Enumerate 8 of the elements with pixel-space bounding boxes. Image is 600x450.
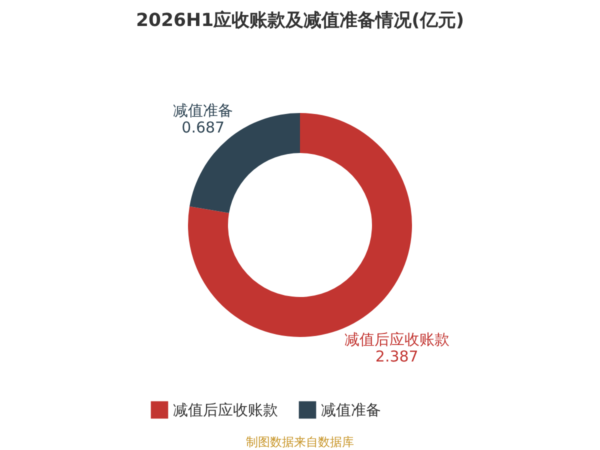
text: 制图数据来自数据库	[246, 435, 354, 449]
data-label: 0.687	[182, 118, 225, 136]
legend-label: 减值准备	[321, 400, 381, 419]
data-label: 2.387	[375, 348, 418, 366]
slice-label: 减值准备	[173, 101, 234, 120]
slice-label: 减值后应收账款	[344, 330, 450, 349]
legend-label: 减值后应收账款	[173, 400, 278, 419]
chart-title: 2026H1应收账款及减值准备情况(亿元)	[136, 10, 464, 31]
